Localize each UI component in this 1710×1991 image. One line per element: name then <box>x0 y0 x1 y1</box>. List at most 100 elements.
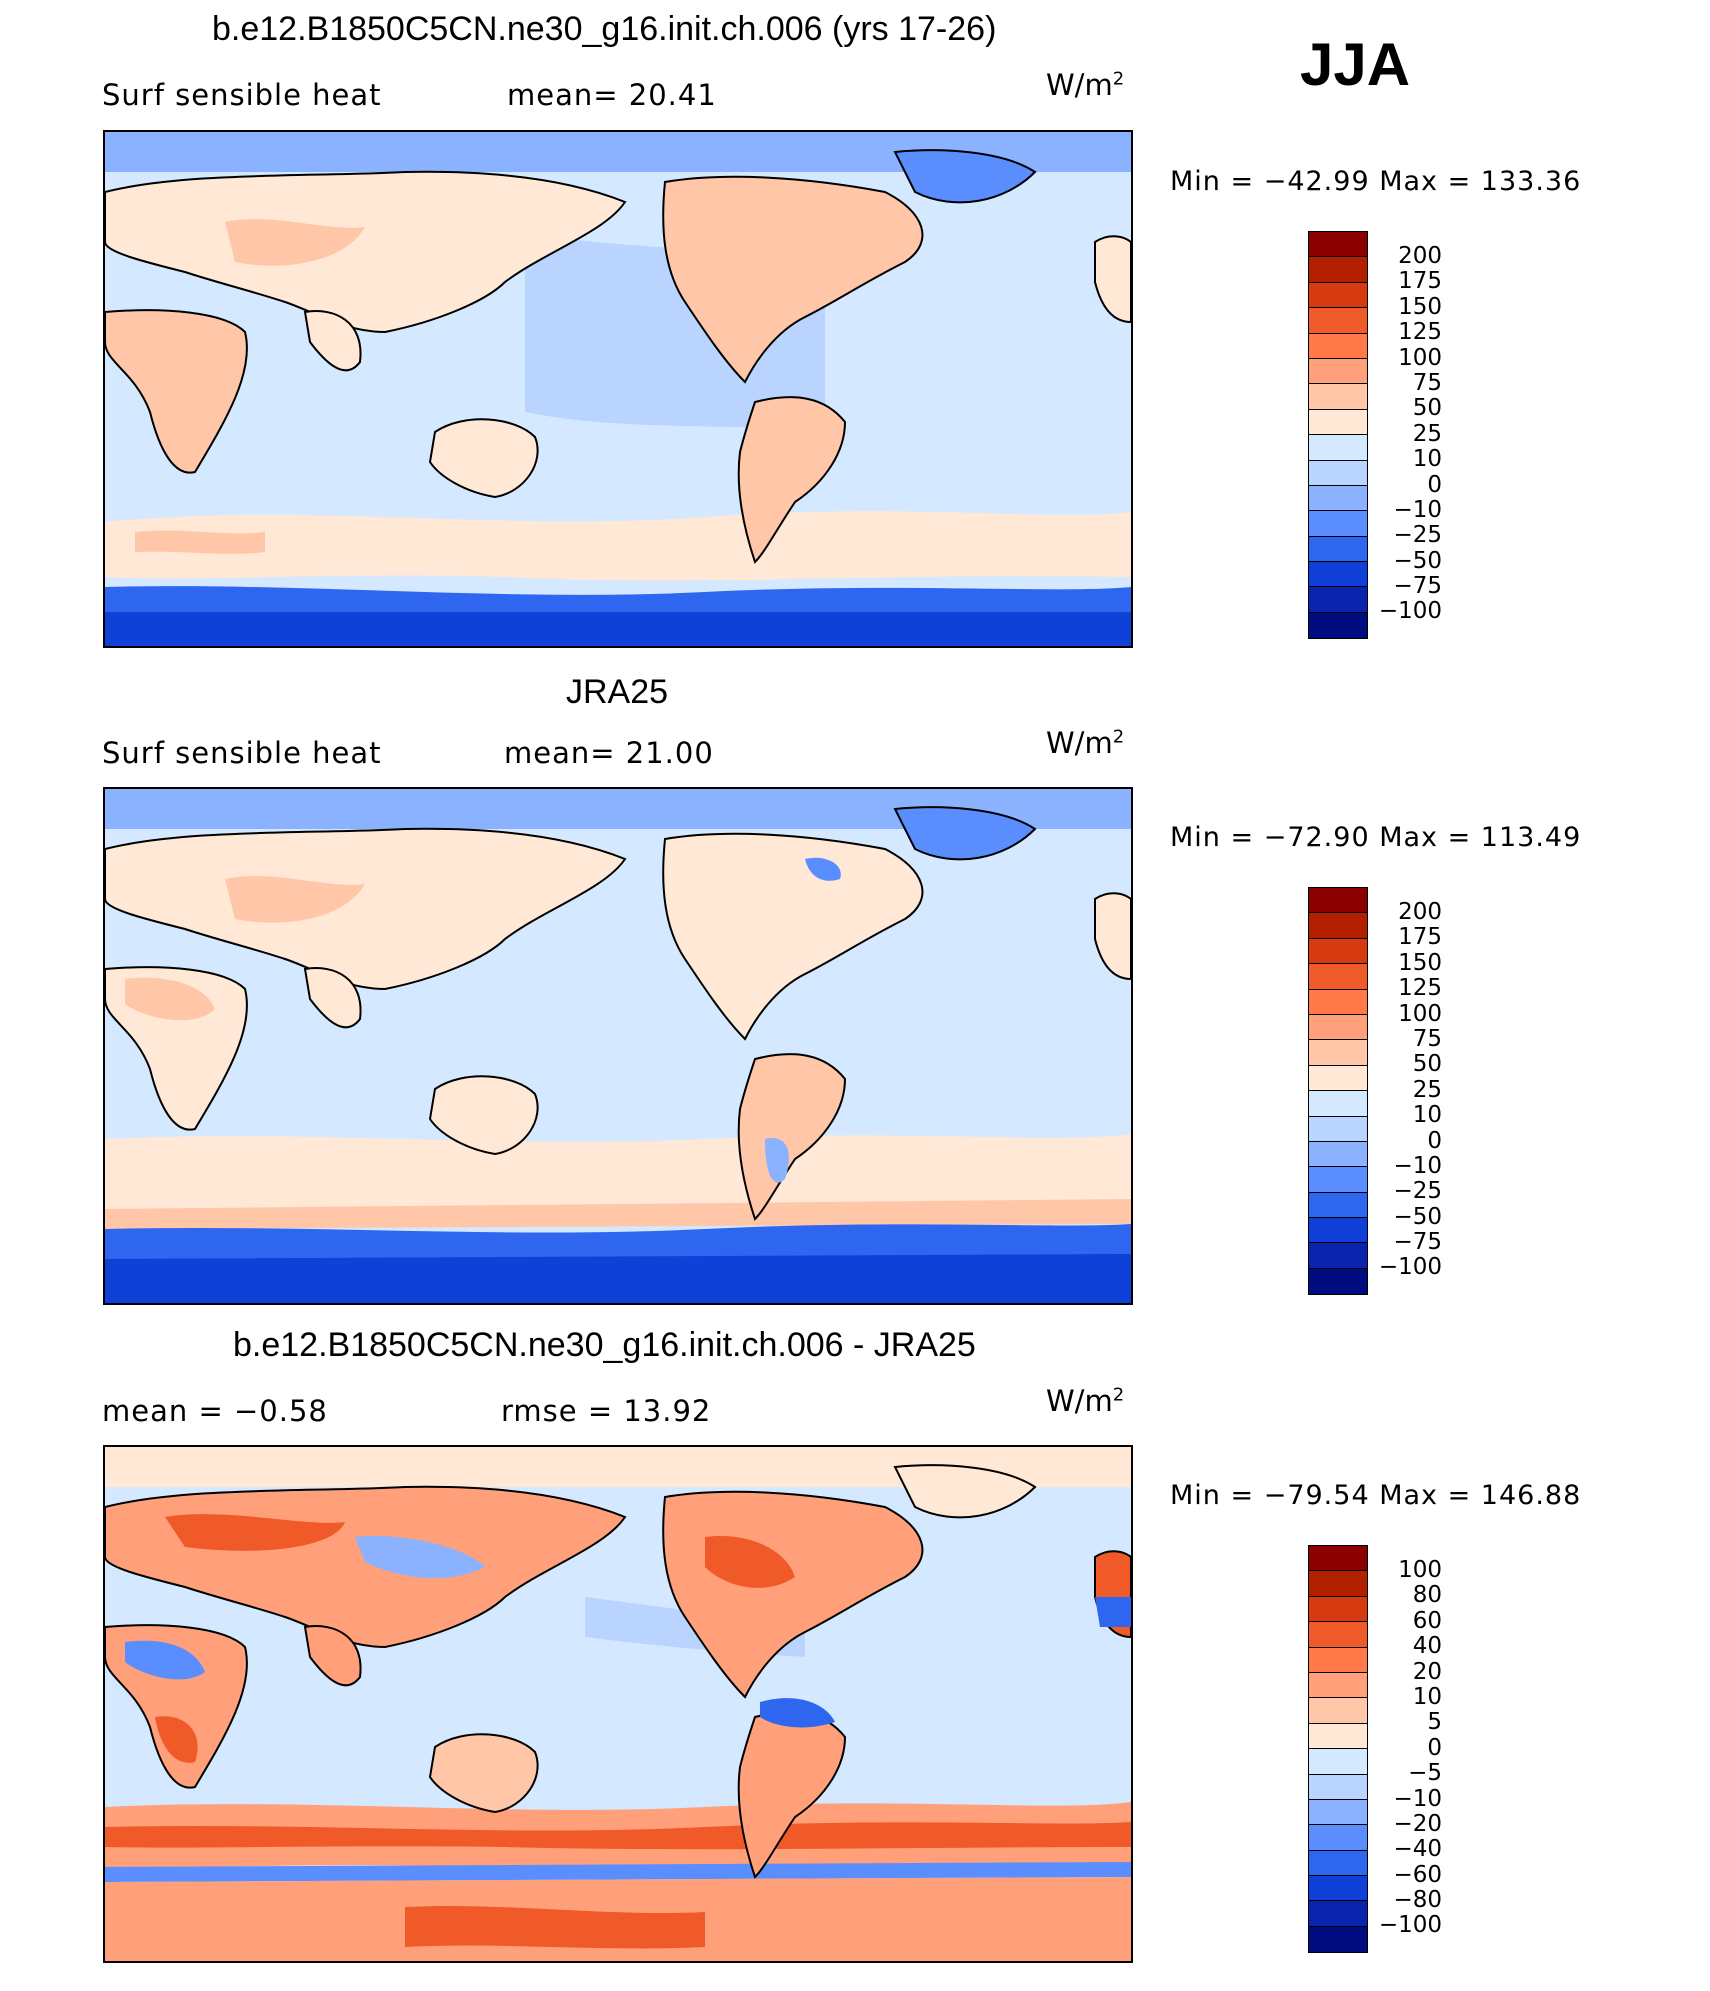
panel1-variable-label: Surf sensible heat <box>102 78 382 112</box>
colorbar-tick-label: 50 <box>1412 1051 1442 1078</box>
colorbar-swatch <box>1309 964 1367 990</box>
colorbar-swatch <box>1309 511 1367 537</box>
panel3-title: b.e12.B1850C5CN.ne30_g16.init.ch.006 - J… <box>233 1326 976 1364</box>
panel1-mean-label: mean= 20.41 <box>507 78 717 112</box>
colorbar-tick-label: 10 <box>1412 446 1442 473</box>
panel2-map <box>103 787 1133 1305</box>
colorbar-tick-label: 200 <box>1398 243 1442 269</box>
panel2-colorbar <box>1308 887 1368 1296</box>
colorbar-tick-label: 80 <box>1412 1582 1442 1609</box>
colorbar-swatch <box>1309 1218 1367 1244</box>
colorbar-swatch <box>1309 485 1367 512</box>
colorbar-swatch <box>1309 1571 1367 1597</box>
panel2-units: W/m2 <box>1046 726 1125 760</box>
panel2-minmax: Min = −72.90 Max = 113.49 <box>1170 822 1582 853</box>
colorbar-tick-label: 60 <box>1412 1607 1442 1634</box>
colorbar-tick-label: 5 <box>1427 1709 1442 1736</box>
colorbar-swatch <box>1309 1723 1367 1750</box>
colorbar-swatch <box>1309 1647 1367 1673</box>
colorbar-swatch <box>1309 1749 1367 1775</box>
colorbar-swatch <box>1309 460 1367 486</box>
colorbar-tick-label: 0 <box>1427 471 1442 498</box>
colorbar-swatch <box>1309 562 1367 588</box>
colorbar-swatch <box>1309 1065 1367 1092</box>
panel1-map <box>103 130 1133 648</box>
colorbar-swatch <box>1309 1672 1367 1699</box>
panel1-minmax: Min = −42.99 Max = 133.36 <box>1170 166 1582 197</box>
colorbar-swatch <box>1309 1141 1367 1168</box>
colorbar-tick-label: −50 <box>1393 1203 1442 1230</box>
colorbar-swatch <box>1309 587 1367 613</box>
colorbar-tick-label: 100 <box>1398 1000 1442 1027</box>
panel3-colorbar <box>1308 1545 1368 1954</box>
colorbar-swatch <box>1309 1596 1367 1623</box>
panel2-mean-label: mean= 21.00 <box>504 736 714 770</box>
panel2-title: JRA25 <box>566 673 669 711</box>
panel3-mean-label: mean = −0.58 <box>102 1394 328 1428</box>
colorbar-swatch <box>1309 1774 1367 1800</box>
colorbar-tick-label: 0 <box>1427 1734 1442 1761</box>
colorbar-tick-label: −10 <box>1393 1785 1442 1812</box>
colorbar-tick-label: 75 <box>1412 369 1442 396</box>
colorbar-swatch <box>1309 435 1367 461</box>
colorbar-tick-label: 25 <box>1412 420 1442 447</box>
colorbar-swatch <box>1309 989 1367 1015</box>
panel1-title: b.e12.B1850C5CN.ne30_g16.init.ch.006 (yr… <box>212 10 997 48</box>
colorbar-tick-label: 125 <box>1398 975 1442 1002</box>
colorbar-tick-label: −80 <box>1393 1887 1442 1914</box>
colorbar-swatch <box>1309 913 1367 939</box>
panel3-rmse-label: rmse = 13.92 <box>501 1394 712 1428</box>
panel3-colorbar-labels: 100 80 60 40 20 10 5 0 −5 −10 −20 −40 −60 −80 −100 <box>1362 1557 1442 1939</box>
colorbar-tick-label: 150 <box>1398 293 1442 320</box>
colorbar-tick-label: 20 <box>1412 1658 1442 1685</box>
colorbar-swatch <box>1309 308 1367 334</box>
panel2-colorbar-labels: 200 175 150 125 100 75 50 25 10 0 −10 −25 −50 −75 −100 <box>1362 899 1442 1281</box>
colorbar-swatch <box>1309 1926 1367 1953</box>
colorbar-swatch <box>1309 1268 1367 1295</box>
panel1-units: W/m2 <box>1046 68 1125 102</box>
colorbar-tick-label: −75 <box>1393 1229 1442 1256</box>
panel3-units: W/m2 <box>1046 1384 1125 1418</box>
colorbar-swatch <box>1309 1876 1367 1902</box>
colorbar-tick-label: −60 <box>1393 1861 1442 1888</box>
colorbar-tick-label: 40 <box>1412 1633 1442 1660</box>
colorbar-swatch <box>1309 888 1367 914</box>
colorbar-tick-label: 100 <box>1398 1557 1442 1583</box>
colorbar-swatch <box>1309 1243 1367 1269</box>
colorbar-tick-label: −25 <box>1393 522 1442 549</box>
colorbar-tick-label: −40 <box>1393 1836 1442 1863</box>
panel3-minmax: Min = −79.54 Max = 146.88 <box>1170 1480 1582 1511</box>
panel3-map <box>103 1445 1133 1963</box>
colorbar-swatch <box>1309 1014 1367 1041</box>
colorbar-tick-label: 175 <box>1398 924 1442 951</box>
colorbar-tick-label: 50 <box>1412 395 1442 422</box>
colorbar-tick-label: 125 <box>1398 319 1442 346</box>
colorbar-swatch <box>1309 938 1367 965</box>
colorbar-swatch <box>1309 1622 1367 1648</box>
colorbar-swatch <box>1309 1546 1367 1572</box>
colorbar-tick-label: −10 <box>1393 1152 1442 1179</box>
colorbar-swatch <box>1309 612 1367 639</box>
panel2-variable-label: Surf sensible heat <box>102 736 382 770</box>
colorbar-swatch <box>1309 409 1367 436</box>
colorbar-tick-label: 150 <box>1398 949 1442 976</box>
colorbar-swatch <box>1309 384 1367 410</box>
colorbar-swatch <box>1309 257 1367 283</box>
colorbar-tick-label: −100 <box>1378 1912 1442 1939</box>
colorbar-tick-label: −75 <box>1393 573 1442 600</box>
colorbar-tick-label: −100 <box>1378 1254 1442 1281</box>
colorbar-tick-label: 75 <box>1412 1025 1442 1052</box>
colorbar-swatch <box>1309 232 1367 258</box>
colorbar-swatch <box>1309 1799 1367 1826</box>
colorbar-swatch <box>1309 1850 1367 1877</box>
season-label: JJA <box>1300 31 1411 98</box>
colorbar-swatch <box>1309 1825 1367 1851</box>
panel1-colorbar <box>1308 231 1368 640</box>
colorbar-tick-label: 25 <box>1412 1076 1442 1103</box>
panel1-colorbar-labels: 200 175 150 125 100 75 50 25 10 0 −10 −25 −50 −75 −100 <box>1362 243 1442 625</box>
colorbar-swatch <box>1309 1116 1367 1142</box>
colorbar-tick-label: 10 <box>1412 1102 1442 1129</box>
colorbar-swatch <box>1309 358 1367 385</box>
colorbar-swatch <box>1309 536 1367 563</box>
colorbar-swatch <box>1309 1192 1367 1219</box>
